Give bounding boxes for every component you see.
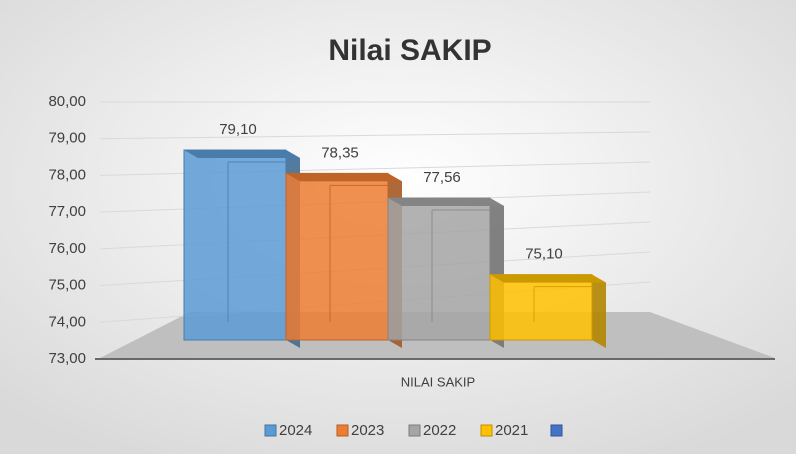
y-tick-label: 75,00 — [48, 277, 86, 294]
bar — [387, 197, 491, 341]
y-tick-label: 79,00 — [48, 130, 86, 147]
bar — [489, 274, 593, 341]
y-tick-label: 76,00 — [48, 240, 86, 257]
x-tick-label: NILAI SAKIP — [401, 374, 475, 389]
bar-top — [490, 274, 606, 283]
y-tick-label: 78,00 — [48, 166, 86, 183]
chart-title: Nilai SAKIP — [328, 34, 491, 67]
legend-label: 2022 — [423, 422, 456, 439]
legend-swatch — [480, 424, 493, 437]
y-tick-label: 77,00 — [48, 203, 86, 220]
bar-top — [184, 150, 300, 159]
y-tick-label: 73,00 — [48, 350, 86, 367]
bar-top — [286, 173, 402, 182]
legend-swatch — [336, 424, 349, 437]
legend-label: 2024 — [279, 422, 312, 439]
y-tick-label: 80,00 — [48, 93, 86, 110]
legend-swatch — [264, 424, 277, 437]
legend-label: 2021 — [495, 422, 528, 439]
value-label: 78,35 — [321, 144, 359, 161]
bar — [285, 172, 389, 341]
legend-swatch — [550, 424, 563, 437]
legend-swatch — [408, 424, 421, 437]
value-label: 75,10 — [525, 246, 563, 263]
bar — [183, 149, 287, 341]
bar-top — [388, 197, 504, 206]
value-label: 79,10 — [219, 121, 257, 138]
value-label: 77,56 — [423, 169, 461, 186]
y-tick-label: 74,00 — [48, 313, 86, 330]
bar-side — [592, 274, 606, 348]
grid-line — [99, 131, 651, 140]
legend-label: 2023 — [351, 422, 384, 439]
